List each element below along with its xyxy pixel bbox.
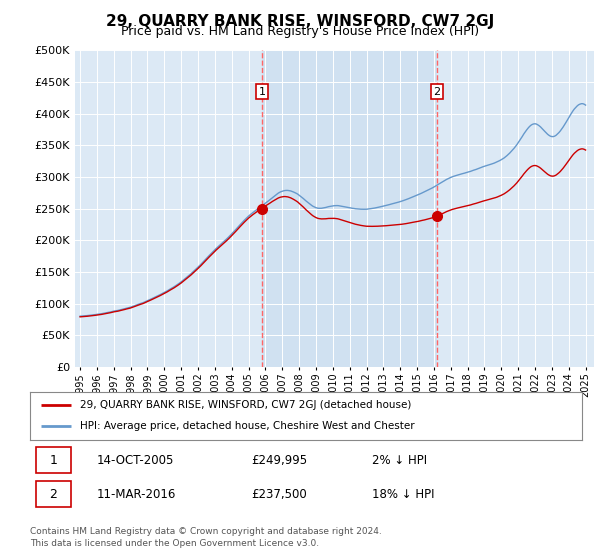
FancyBboxPatch shape (35, 482, 71, 507)
Text: 18% ↓ HPI: 18% ↓ HPI (372, 488, 435, 501)
Text: 2% ↓ HPI: 2% ↓ HPI (372, 454, 427, 466)
Text: 1: 1 (50, 454, 58, 466)
FancyBboxPatch shape (35, 447, 71, 473)
Text: 29, QUARRY BANK RISE, WINSFORD, CW7 2GJ: 29, QUARRY BANK RISE, WINSFORD, CW7 2GJ (106, 14, 494, 29)
Text: Price paid vs. HM Land Registry's House Price Index (HPI): Price paid vs. HM Land Registry's House … (121, 25, 479, 38)
Text: HPI: Average price, detached house, Cheshire West and Chester: HPI: Average price, detached house, Ches… (80, 421, 415, 431)
Text: 2: 2 (50, 488, 58, 501)
Bar (262, 50, 437, 367)
Text: 11-MAR-2016: 11-MAR-2016 (96, 488, 176, 501)
Text: 29, QUARRY BANK RISE, WINSFORD, CW7 2GJ (detached house): 29, QUARRY BANK RISE, WINSFORD, CW7 2GJ … (80, 400, 411, 410)
Text: £237,500: £237,500 (251, 488, 307, 501)
Text: Contains HM Land Registry data © Crown copyright and database right 2024.
This d: Contains HM Land Registry data © Crown c… (30, 527, 382, 548)
Text: 1: 1 (259, 87, 265, 96)
Text: 14-OCT-2005: 14-OCT-2005 (96, 454, 173, 466)
Text: £249,995: £249,995 (251, 454, 307, 466)
Text: 2: 2 (434, 87, 440, 96)
